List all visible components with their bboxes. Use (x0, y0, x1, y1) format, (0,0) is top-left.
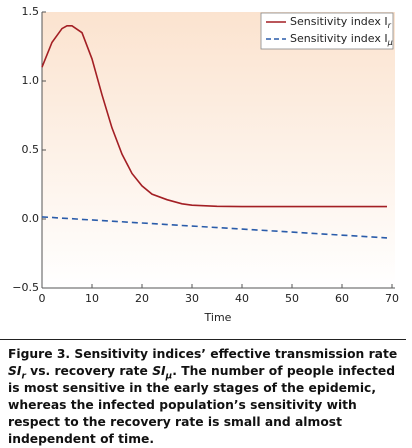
legend-name: Sensitivity index I (290, 32, 388, 45)
plot-background (42, 12, 395, 288)
x-tick-label: 50 (285, 292, 299, 305)
x-tick-label: 70 (385, 292, 399, 305)
caption: Figure 3. Sensitivity indices’ effective… (8, 346, 406, 448)
x-tick-label: 40 (235, 292, 249, 305)
legend-subscript: r (388, 21, 392, 30)
y-tick-label: 0.0 (22, 212, 40, 225)
legend-name: Sensitivity index I (290, 15, 388, 28)
y-tick-label: 1.0 (22, 74, 40, 87)
caption-text: . The number of people infected is most … (8, 364, 396, 446)
series-line (41, 25, 387, 208)
y-tick-label: 1.5 (22, 5, 40, 18)
x-tick-label: 60 (335, 292, 349, 305)
y-tick-label: −0.5 (12, 281, 39, 294)
chart: Time −0.5 0.0 0.5 1.0 1.5 0 10 20 30 40 50 60 70 Sens… (12, 5, 399, 324)
legend-subscript: μ (387, 38, 393, 47)
x-tick-label: 10 (85, 292, 99, 305)
caption-text: vs. recovery rate (25, 364, 153, 378)
caption-text: Figure 3. Sensitivity indices’ effective… (8, 347, 398, 361)
x-tick-label: 20 (135, 292, 149, 305)
series-line (41, 216, 388, 239)
legend-label: Sensitivity index Ir (290, 15, 392, 30)
caption-text: SI (8, 364, 22, 378)
caption-rule (0, 339, 406, 340)
y-tick-label: 0.5 (22, 143, 40, 156)
caption-text: r (21, 371, 26, 382)
caption-text: SI (152, 364, 166, 378)
legend-box (260, 12, 394, 50)
x-tick-label: 0 (39, 292, 46, 305)
caption-text: μ (165, 371, 173, 382)
legend-label: Sensitivity index Iμ (290, 32, 393, 47)
x-tick-label: 30 (185, 292, 199, 305)
x-axis-label: Time (204, 311, 232, 324)
